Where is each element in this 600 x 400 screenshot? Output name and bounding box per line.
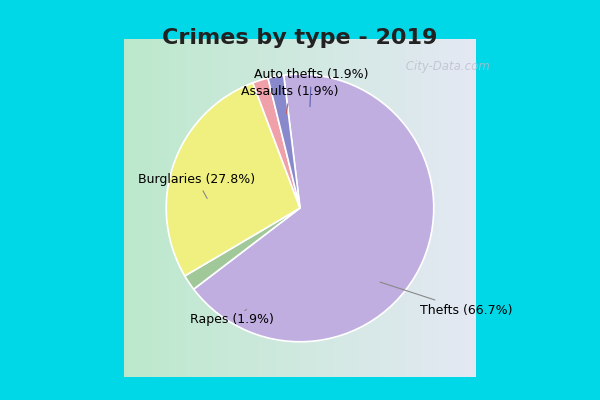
Wedge shape: [253, 78, 300, 208]
Wedge shape: [166, 83, 300, 276]
Text: Thefts (66.7%): Thefts (66.7%): [380, 282, 512, 317]
Text: City-Data.com: City-Data.com: [402, 60, 490, 73]
Wedge shape: [268, 75, 300, 208]
Text: Burglaries (27.8%): Burglaries (27.8%): [138, 173, 255, 198]
Text: Rapes (1.9%): Rapes (1.9%): [190, 309, 274, 326]
Text: Auto thefts (1.9%): Auto thefts (1.9%): [254, 68, 368, 107]
Text: Crimes by type - 2019: Crimes by type - 2019: [163, 28, 437, 48]
Wedge shape: [185, 208, 300, 289]
Wedge shape: [194, 74, 434, 342]
Text: Assaults (1.9%): Assaults (1.9%): [241, 85, 338, 114]
